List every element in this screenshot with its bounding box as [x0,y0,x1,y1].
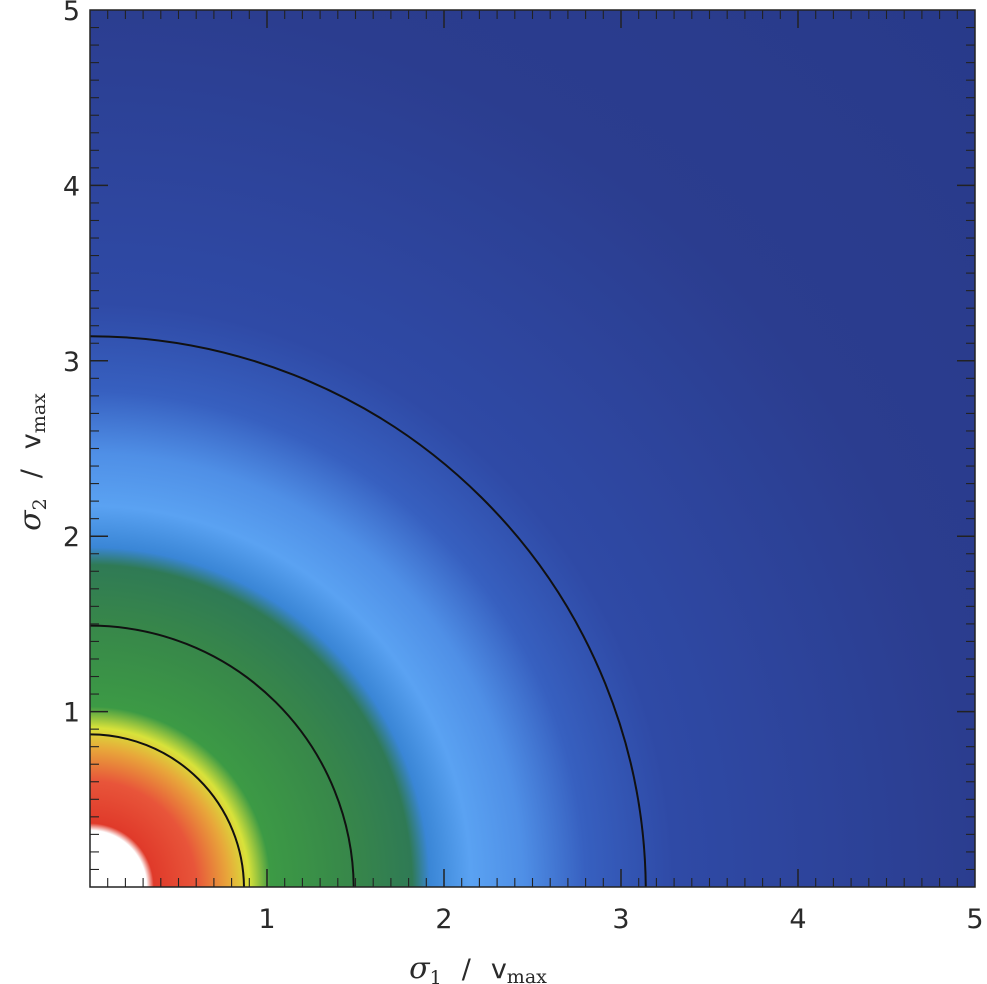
y-tick-label: 4 [63,171,80,202]
x-axis-title: σ1 / vmax [409,951,547,984]
x-tick-labels: 1 2 3 4 5 [258,904,983,935]
x-tick-label: 3 [612,904,629,935]
x-axis-unit-base: v [491,954,507,984]
x-axis-separator: / [462,954,472,984]
y-axis-separator: / [16,468,47,478]
y-tick-label: 3 [63,347,80,378]
x-tick-label: 4 [789,904,806,935]
y-axis-title: σ2 / vmax [13,393,51,531]
contour-line-1 [90,733,245,887]
heatmap-surface [90,10,975,887]
plot-area [90,10,975,887]
axis-ticks [90,10,975,887]
y-axis-unit-base: v [16,433,47,449]
svg-text:σ1/vmax: σ1 / vmax [409,951,547,984]
x-axis-subscript: 1 [430,967,442,984]
y-tick-label: 5 [63,0,80,27]
y-axis-subscript: 2 [29,498,51,510]
contour-lines [90,335,647,887]
y-tick-labels: 1 2 3 4 5 [63,0,80,729]
svg-text:σ2/vmax: σ2 / vmax [13,393,51,531]
contour-line-2 [90,624,355,887]
x-tick-label: 1 [258,904,275,935]
y-axis-symbol: σ [13,509,48,531]
x-axis-symbol: σ [409,951,431,984]
x-axis-unit-sub: max [507,966,547,984]
x-tick-label: 5 [966,904,983,935]
y-tick-label: 1 [63,698,80,729]
x-tick-label: 2 [435,904,452,935]
y-tick-label: 2 [63,522,80,553]
y-axis-unit-sub: max [28,393,50,433]
contour-line-3 [90,335,647,887]
